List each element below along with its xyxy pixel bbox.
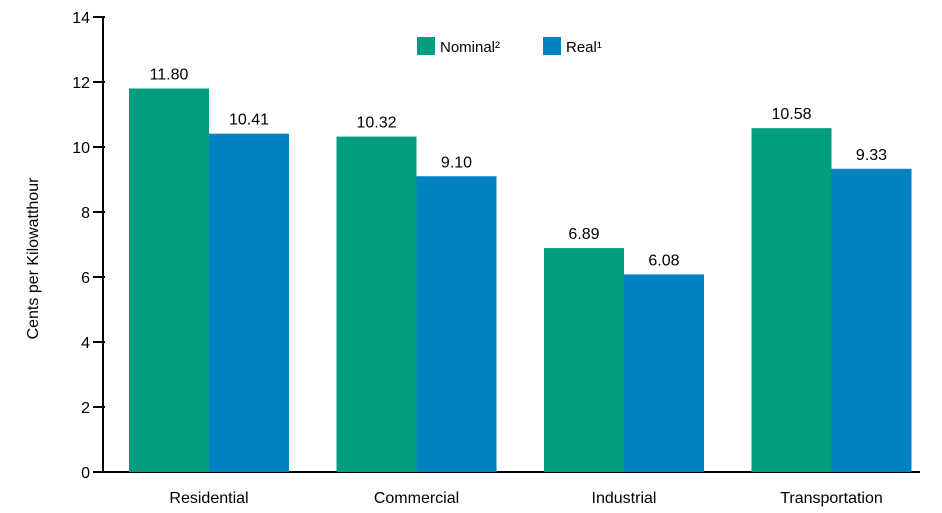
- legend-swatch: [417, 37, 435, 55]
- legend: Nominal² Real¹: [417, 37, 602, 56]
- bar-transportation-real: [831, 168, 912, 472]
- category-label: Industrial: [592, 490, 657, 507]
- data-label: 9.33: [856, 147, 887, 164]
- y-tick-label: 8: [81, 205, 90, 222]
- y-tick-label: 12: [72, 75, 90, 92]
- legend-label: Real¹: [566, 39, 602, 56]
- legend-swatch: [543, 37, 561, 55]
- data-label: 6.08: [648, 252, 679, 269]
- bar-commercial-real: [416, 176, 497, 472]
- data-label: 10.41: [229, 112, 269, 129]
- y-tick-label: 14: [72, 10, 90, 27]
- data-label: 6.89: [568, 226, 599, 243]
- legend-label: Nominal²: [440, 39, 500, 56]
- y-ticks: 0 2 4 6 8 10 12 14: [72, 10, 105, 482]
- y-tick-label: 4: [81, 335, 90, 352]
- y-tick-label: 2: [81, 400, 90, 417]
- y-tick-label: 6: [81, 270, 90, 287]
- data-label: 10.32: [356, 115, 396, 132]
- y-axis-title: Cents per Kilowatthour: [25, 177, 42, 340]
- category-label: Transportation: [780, 490, 883, 507]
- bar-industrial-nominal: [544, 248, 624, 472]
- y-tick-label: 0: [81, 465, 90, 482]
- category-label: Commercial: [374, 490, 459, 507]
- data-label: 11.80: [150, 67, 189, 84]
- bar-transportation-nominal: [751, 128, 832, 472]
- bars: [129, 88, 912, 473]
- bar-commercial-nominal: [336, 136, 417, 472]
- data-label: 9.10: [441, 154, 472, 171]
- data-labels: 11.80 10.41 10.32 9.10 6.89 6.08 10.58 9.33: [150, 67, 888, 270]
- bar-residential-real: [209, 133, 289, 473]
- bar-residential-nominal: [129, 88, 209, 472]
- y-tick-label: 10: [72, 140, 90, 157]
- category-label: Residential: [169, 490, 248, 507]
- bar-industrial-real: [624, 274, 704, 472]
- category-labels: Residential Commercial Industrial Transport…: [169, 490, 882, 507]
- data-label: 10.58: [771, 106, 811, 123]
